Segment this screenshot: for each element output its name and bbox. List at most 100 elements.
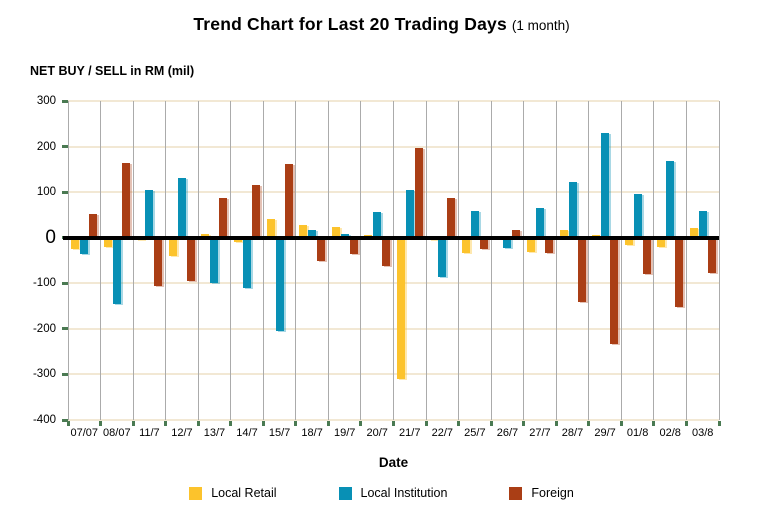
y-tick-label: -400	[32, 414, 56, 426]
x-axis-tick	[587, 421, 591, 426]
x-axis-tick	[619, 421, 623, 426]
x-tick-label: 27/7	[529, 427, 551, 439]
gridline-v	[685, 101, 687, 420]
bar-foreign-02/8	[675, 237, 684, 307]
gridline-v	[262, 101, 264, 420]
bar-local-retail-07/07	[71, 237, 80, 250]
x-tick-label: 20/7	[366, 427, 388, 439]
bar-local-institution-15/7	[275, 237, 284, 332]
gridline-v	[555, 101, 557, 420]
gridline-v	[100, 101, 102, 420]
y-tick-label: 0	[45, 226, 56, 248]
x-tick-label: 22/7	[431, 427, 454, 439]
x-tick-label: 15/7	[268, 427, 291, 439]
bar-foreign-26/7	[512, 230, 521, 238]
y-tick-label: 200	[36, 140, 56, 153]
legend-item-local-institution: Local Institution	[338, 486, 448, 500]
x-axis-tick	[457, 421, 461, 426]
x-axis-title: Date	[378, 455, 409, 470]
gridline-v	[132, 101, 134, 420]
bar-local-institution-11/7	[145, 189, 154, 238]
y-axis-tick	[62, 418, 68, 422]
gridline-v	[393, 101, 394, 420]
gridline-v	[230, 101, 232, 420]
x-axis-tick	[489, 421, 493, 426]
x-axis-tick	[684, 421, 688, 426]
bar-local-institution-26/7	[503, 237, 512, 249]
gridline-v	[165, 101, 167, 420]
y-tick-label: 100	[36, 186, 56, 199]
x-axis-tick	[261, 421, 265, 426]
bar-local-retail-27/7	[526, 237, 535, 253]
bar-local-institution-28/7	[568, 182, 577, 238]
bar-foreign-27/7	[544, 237, 553, 253]
x-axis-tick	[326, 421, 330, 426]
bar-local-institution-21/7	[405, 189, 414, 238]
bar-local-retail-28/7	[559, 229, 568, 238]
bar-local-institution-27/7	[535, 208, 544, 238]
gridline-v	[718, 101, 720, 420]
y-tick-label: 300	[36, 95, 56, 107]
gridline-v	[67, 101, 69, 420]
chart-subtitle: (1 month)	[511, 18, 570, 33]
x-tick-label: 18/7	[301, 427, 323, 439]
x-axis-tick	[554, 421, 558, 426]
gridline-v	[653, 101, 655, 420]
bar-local-retail-02/8	[657, 237, 666, 247]
x-axis-tick	[359, 421, 363, 426]
legend-item-local-retail: Local Retail	[189, 486, 277, 500]
y-axis-title: NET BUY / SELL in RM (mil)	[30, 64, 195, 78]
bar-local-retail-14/7	[234, 237, 243, 243]
x-tick-label: 12/7	[171, 427, 193, 439]
gridline-v	[360, 101, 362, 420]
bar-local-institution-02/8	[666, 161, 675, 238]
bar-local-institution-22/7	[438, 237, 447, 278]
gridline-h	[68, 419, 719, 421]
bar-foreign-01/8	[642, 237, 651, 275]
legend-swatch-local-retail-icon	[189, 486, 203, 500]
gridline-v	[620, 101, 622, 420]
x-axis-tick	[131, 421, 135, 426]
bar-foreign-15/7	[284, 163, 293, 238]
x-tick-label: 29/7	[594, 427, 616, 439]
bar-foreign-21/7	[414, 147, 423, 238]
legend-label-foreign: Foreign	[531, 486, 574, 500]
bar-local-institution-14/7	[243, 237, 252, 288]
bar-foreign-20/7	[382, 237, 391, 267]
bar-local-institution-18/7	[308, 229, 317, 238]
bar-foreign-18/7	[317, 237, 326, 262]
y-axis-tick	[62, 281, 68, 285]
gridline-v	[523, 101, 525, 420]
x-tick-label: 26/7	[496, 427, 519, 439]
bar-local-institution-13/7	[210, 237, 219, 284]
bar-local-institution-03/8	[698, 211, 707, 238]
x-axis-tick	[424, 421, 428, 426]
bar-local-retail-15/7	[266, 219, 275, 238]
y-axis-tick	[62, 327, 68, 331]
legend-label-local-institution: Local Institution	[360, 486, 448, 500]
x-tick-label: 03/8	[692, 427, 714, 439]
bar-foreign-13/7	[219, 197, 228, 238]
legend-item-foreign: Foreign	[509, 486, 574, 500]
gridline-v	[458, 101, 460, 420]
bar-local-retail-01/8	[624, 237, 633, 245]
x-tick-label: 08/07	[103, 427, 131, 439]
gridline-v	[295, 101, 297, 420]
gridline-v	[327, 101, 329, 420]
y-tick-label: -100	[32, 277, 56, 290]
x-axis-tick	[652, 421, 656, 426]
bar-local-institution-29/7	[601, 132, 610, 238]
x-tick-label: 21/7	[399, 427, 421, 439]
bar-local-retail-08/07	[103, 237, 112, 247]
gridline-v	[425, 101, 427, 420]
x-axis-tick	[99, 421, 103, 426]
bar-foreign-19/7	[349, 237, 358, 254]
y-tick-label: -300	[32, 368, 56, 381]
y-axis-tick	[62, 99, 68, 103]
bar-local-retail-18/7	[299, 224, 308, 238]
legend-swatch-local-institution-icon	[338, 486, 352, 500]
bar-local-institution-01/8	[633, 194, 642, 238]
x-axis-tick	[717, 421, 721, 426]
